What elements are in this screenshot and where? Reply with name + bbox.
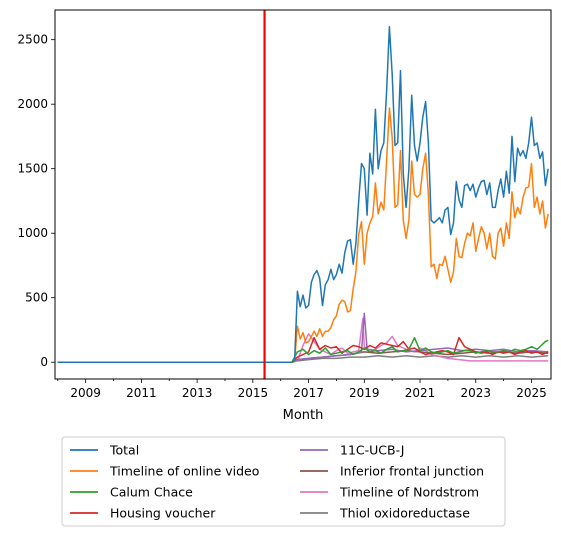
plot-area [57, 26, 549, 363]
x-tick-label: 2023 [460, 386, 491, 400]
legend-label: Housing voucher [110, 506, 216, 521]
axes-frame [54, 9, 552, 380]
y-tick-label: 2000 [17, 97, 48, 111]
y-tick-label: 1000 [17, 226, 48, 240]
legend-label: Total [109, 443, 139, 458]
x-axis-ticks: 2009 2011 2013 2015 2017 2019 2021 2023 2025 [57, 379, 547, 400]
x-tick-label: 2017 [293, 386, 324, 400]
series-line-timeline-of-nordstrom [57, 317, 549, 363]
x-tick-label: 2013 [182, 386, 213, 400]
legend-label: Calum Chace [110, 485, 193, 500]
x-tick-label: 2021 [405, 386, 436, 400]
series-line-11c-ucb-j [57, 312, 549, 363]
legend-label: Timeline of Nordstrom [339, 485, 479, 500]
legend-label: Timeline of online video [109, 464, 259, 479]
series-line-housing-voucher [57, 336, 549, 363]
y-tick-label: 2500 [17, 33, 48, 47]
legend-box [61, 436, 506, 527]
legend-label: Thiol oxidoreductase [339, 506, 470, 521]
x-tick-label: 2019 [349, 386, 380, 400]
x-tick-label: 2025 [516, 386, 547, 400]
series-line-total [57, 26, 549, 363]
series-line-timeline-of-online-video [57, 107, 549, 363]
legend-label: 11C-UCB-J [340, 443, 405, 458]
y-tick-label: 500 [25, 291, 48, 305]
legend-label: Inferior frontal junction [340, 464, 484, 479]
series-line-thiol-oxidoreductase [57, 355, 549, 363]
y-axis-ticks: 0 500 1000 1500 2000 2500 [17, 33, 55, 369]
legend: Total Timeline of online video Calum Chace… [61, 436, 506, 527]
x-tick-label: 2009 [70, 386, 101, 400]
y-tick-label: 0 [40, 355, 48, 369]
x-tick-label: 2011 [126, 386, 157, 400]
y-tick-label: 1500 [17, 162, 48, 176]
x-axis-label: Month [283, 408, 324, 423]
x-tick-label: 2015 [238, 386, 269, 400]
series-line-calum-chace [57, 336, 549, 363]
